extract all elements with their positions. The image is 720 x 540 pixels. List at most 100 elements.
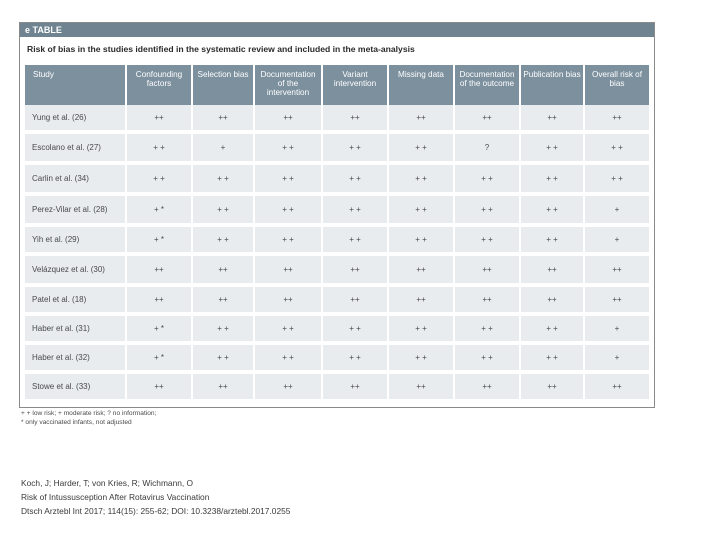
rating-cell: ++ bbox=[519, 256, 583, 287]
rating-cell: + + bbox=[387, 345, 453, 374]
study-cell: Patel et al. (18) bbox=[25, 287, 125, 316]
rating-cell: ++ bbox=[191, 374, 253, 403]
rating-cell: + bbox=[583, 227, 649, 256]
table-row: Yih et al. (29) + * + + + + + + + + + + + + + bbox=[25, 227, 649, 256]
rating-cell: + + bbox=[387, 165, 453, 196]
rating-cell: + + bbox=[253, 196, 321, 227]
rating-cell: ++ bbox=[583, 105, 649, 134]
table-row: Stowe et al. (33) ++ ++ ++ ++ ++ ++ ++ ++ bbox=[25, 374, 649, 403]
rating-cell: + + bbox=[253, 134, 321, 165]
study-cell: Haber et al. (31) bbox=[25, 316, 125, 345]
rating-cell: ++ bbox=[583, 287, 649, 316]
table-row: Perez-Vilar et al. (28) + * + + + + + + + + + … bbox=[25, 196, 649, 227]
rating-cell: ++ bbox=[191, 256, 253, 287]
rating-cell: ++ bbox=[519, 374, 583, 403]
rating-cell: ++ bbox=[253, 256, 321, 287]
rating-cell: ++ bbox=[125, 105, 191, 134]
rating-cell: + + bbox=[321, 316, 387, 345]
study-cell: Haber et al. (32) bbox=[25, 345, 125, 374]
column-header: Selection bias bbox=[191, 65, 253, 105]
column-header: Missing data bbox=[387, 65, 453, 105]
rating-cell: + + bbox=[387, 316, 453, 345]
rating-cell: + + bbox=[125, 165, 191, 196]
rating-cell: ++ bbox=[387, 105, 453, 134]
rating-cell: + + bbox=[387, 227, 453, 256]
rating-cell: ++ bbox=[387, 374, 453, 403]
rating-cell: + + bbox=[321, 196, 387, 227]
rating-cell: ++ bbox=[191, 287, 253, 316]
rating-cell: + + bbox=[191, 316, 253, 345]
rating-cell: ++ bbox=[387, 256, 453, 287]
study-cell: Perez-Vilar et al. (28) bbox=[25, 196, 125, 227]
rating-cell: + + bbox=[453, 165, 519, 196]
rating-cell: + + bbox=[453, 196, 519, 227]
rating-cell: ++ bbox=[453, 256, 519, 287]
rating-cell: + + bbox=[519, 165, 583, 196]
rating-cell: + + bbox=[191, 227, 253, 256]
risk-of-bias-table: Study Confounding factors Selection bias Do… bbox=[25, 65, 649, 403]
table-row: Carlin et al. (34) + + + + + + + + + + + + + + +… bbox=[25, 165, 649, 196]
rating-cell: + + bbox=[191, 165, 253, 196]
rating-cell: ++ bbox=[253, 105, 321, 134]
table-row: Escolano et al. (27) + + + + + + + + +? + + + + bbox=[25, 134, 649, 165]
study-cell: Velázquez et al. (30) bbox=[25, 256, 125, 287]
rating-cell: + + bbox=[519, 227, 583, 256]
footnote-star: * only vaccinated infants, not adjusted bbox=[21, 419, 132, 426]
rating-cell: ++ bbox=[321, 256, 387, 287]
table-footnotes: + + low risk; + moderate risk; ? no info… bbox=[21, 409, 156, 427]
rating-cell: + + bbox=[253, 316, 321, 345]
rating-cell: + + bbox=[125, 134, 191, 165]
rating-cell: + + bbox=[253, 227, 321, 256]
column-header: Confounding factors bbox=[125, 65, 191, 105]
rating-cell: ++ bbox=[453, 287, 519, 316]
table-body: Yung et al. (26) ++ ++ ++ ++ ++ ++ ++ ++ Escolano… bbox=[25, 105, 649, 403]
study-cell: Carlin et al. (34) bbox=[25, 165, 125, 196]
rating-cell: ++ bbox=[321, 287, 387, 316]
rating-cell: ? bbox=[453, 134, 519, 165]
column-header: Overall risk of bias bbox=[583, 65, 649, 105]
rating-cell: ++ bbox=[125, 374, 191, 403]
table-header-row: Study Confounding factors Selection bias Do… bbox=[25, 65, 649, 105]
citation-title: Risk of Intussusception After Rotavirus … bbox=[21, 492, 210, 502]
rating-cell: ++ bbox=[453, 105, 519, 134]
column-header: Variant intervention bbox=[321, 65, 387, 105]
rating-cell: + + bbox=[387, 196, 453, 227]
rating-cell: + bbox=[583, 196, 649, 227]
rating-cell: + * bbox=[125, 345, 191, 374]
column-header: Study bbox=[25, 65, 125, 105]
rating-cell: + + bbox=[583, 134, 649, 165]
table-row: Patel et al. (18) ++ ++ ++ ++ ++ ++ ++ ++ bbox=[25, 287, 649, 316]
citation-journal: Dtsch Arztebl Int 2017; 114(15): 255-62;… bbox=[21, 506, 291, 516]
footnote-legend: + + low risk; + moderate risk; ? no info… bbox=[21, 410, 157, 417]
rating-cell: ++ bbox=[321, 105, 387, 134]
study-cell: Yung et al. (26) bbox=[25, 105, 125, 134]
rating-cell: + + bbox=[321, 134, 387, 165]
citation-authors: Koch, J; Harder, T; von Kries, R; Wichma… bbox=[21, 478, 194, 488]
rating-cell: + + bbox=[191, 345, 253, 374]
study-cell: Escolano et al. (27) bbox=[25, 134, 125, 165]
table-row: Haber et al. (31) + * + + + + + + + + + + + + + bbox=[25, 316, 649, 345]
rating-cell: + + bbox=[583, 165, 649, 196]
study-cell: Yih et al. (29) bbox=[25, 227, 125, 256]
rating-cell: + + bbox=[519, 316, 583, 345]
rating-cell: + + bbox=[453, 316, 519, 345]
rating-cell: ++ bbox=[453, 374, 519, 403]
rating-cell: + + bbox=[453, 345, 519, 374]
table-row: Velázquez et al. (30) ++ ++ ++ ++ ++ ++ ++ ++ bbox=[25, 256, 649, 287]
rating-cell: + * bbox=[125, 227, 191, 256]
citation: Koch, J; Harder, T; von Kries, R; Wichma… bbox=[21, 476, 290, 518]
rating-cell: ++ bbox=[583, 374, 649, 403]
rating-cell: ++ bbox=[519, 105, 583, 134]
table-row: Haber et al. (32) + * + + + + + + + + + + + + + bbox=[25, 345, 649, 374]
rating-cell: + + bbox=[191, 196, 253, 227]
rating-cell: ++ bbox=[191, 105, 253, 134]
rating-cell: + bbox=[583, 345, 649, 374]
rating-cell: ++ bbox=[321, 374, 387, 403]
rating-cell: ++ bbox=[583, 256, 649, 287]
rating-cell: + + bbox=[387, 134, 453, 165]
etable-label: e TABLE bbox=[20, 23, 654, 37]
rating-cell: + + bbox=[519, 345, 583, 374]
rating-cell: + + bbox=[321, 165, 387, 196]
column-header: Documentation of the outcome bbox=[453, 65, 519, 105]
rating-cell: ++ bbox=[519, 287, 583, 316]
